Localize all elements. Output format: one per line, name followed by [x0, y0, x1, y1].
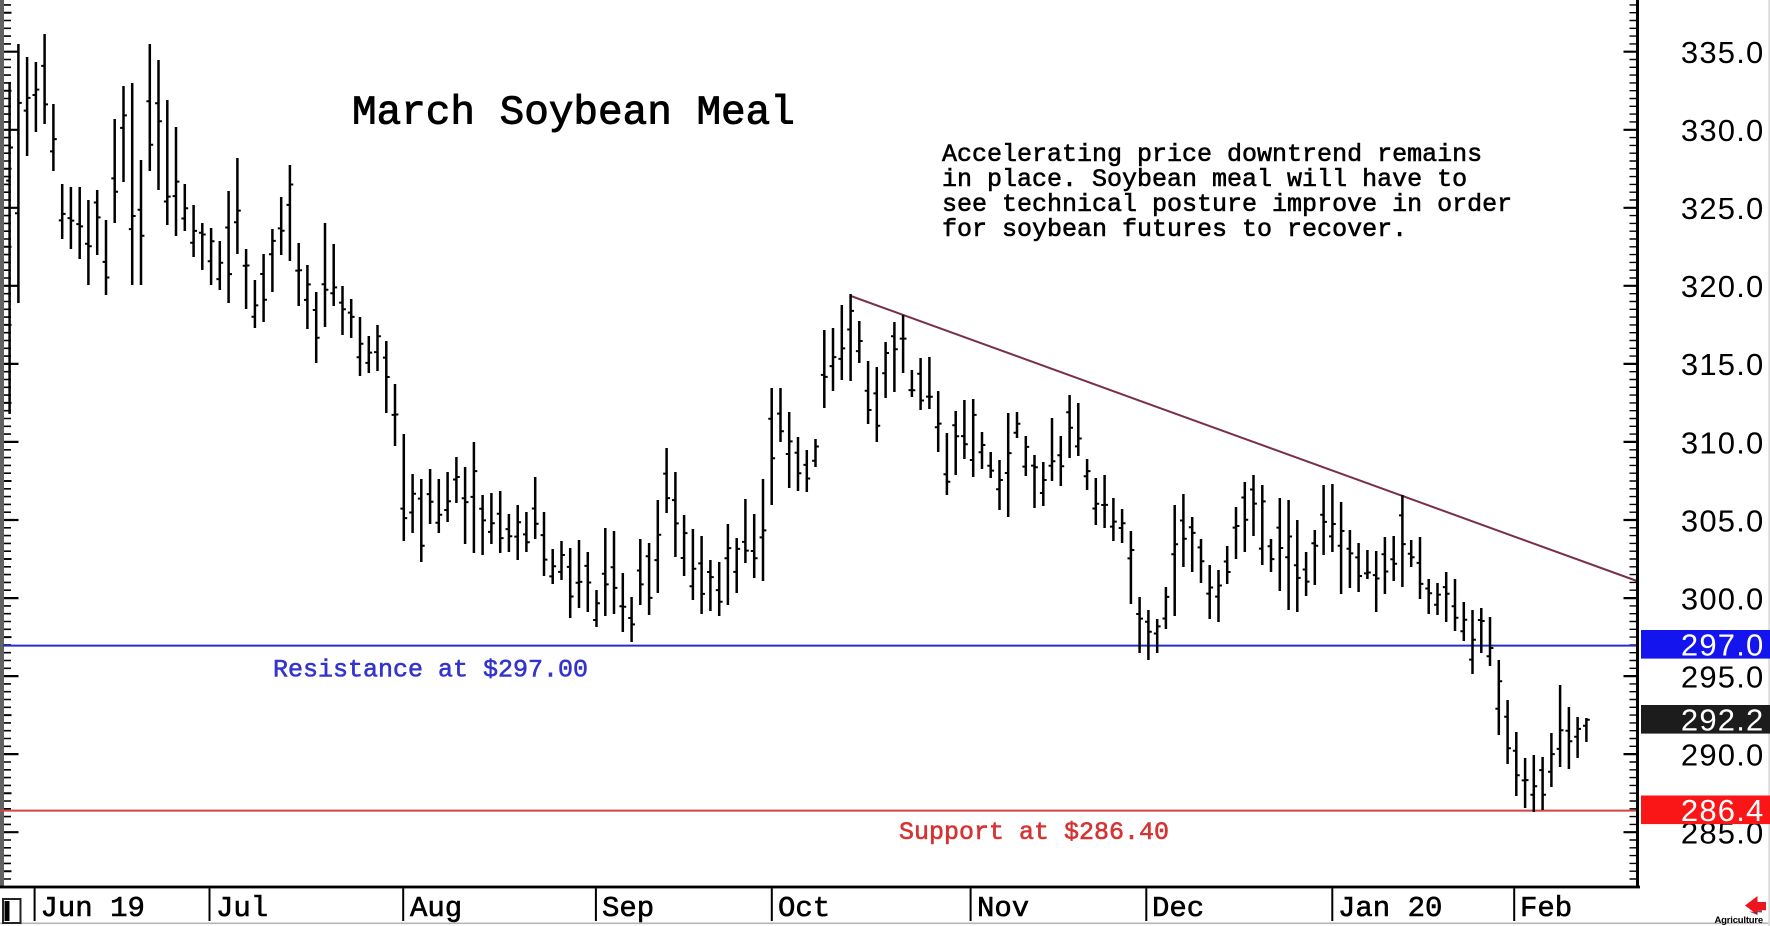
svg-text:295.0: 295.0: [1681, 659, 1765, 694]
svg-text:Oct: Oct: [778, 892, 830, 925]
svg-text:325.0: 325.0: [1681, 191, 1765, 226]
svg-text:Nov: Nov: [977, 892, 1029, 925]
svg-text:292.2: 292.2: [1681, 703, 1765, 738]
svg-text:310.0: 310.0: [1681, 425, 1765, 460]
svg-text:Agriculture: Agriculture: [1715, 915, 1763, 926]
svg-text:300.0: 300.0: [1681, 581, 1765, 616]
svg-text:305.0: 305.0: [1681, 503, 1765, 538]
svg-text:see technical posture improve: see technical posture improve in order: [942, 190, 1512, 219]
svg-text:Feb: Feb: [1520, 892, 1572, 925]
svg-text:290.0: 290.0: [1681, 737, 1765, 772]
svg-text:315.0: 315.0: [1681, 347, 1765, 382]
svg-text:Resistance at $297.00: Resistance at $297.00: [273, 656, 588, 685]
svg-text:335.0: 335.0: [1681, 35, 1765, 70]
svg-text:Jan 20: Jan 20: [1338, 892, 1442, 925]
svg-text:Accelerating price downtrend r: Accelerating price downtrend remains: [942, 140, 1482, 169]
svg-text:for soybean futures to recover: for soybean futures to recover.: [942, 215, 1407, 244]
svg-text:Jul: Jul: [216, 892, 268, 925]
svg-text:286.4: 286.4: [1681, 793, 1765, 828]
svg-text:Aug: Aug: [410, 892, 462, 925]
svg-text:Sep: Sep: [602, 892, 654, 925]
svg-text:320.0: 320.0: [1681, 269, 1765, 304]
svg-text:330.0: 330.0: [1681, 113, 1765, 148]
svg-text:Support at $286.40: Support at $286.40: [899, 818, 1169, 847]
svg-text:in place. Soybean meal will ha: in place. Soybean meal will have to: [942, 165, 1467, 194]
svg-text:297.0: 297.0: [1681, 628, 1765, 663]
svg-text:March Soybean Meal: March Soybean Meal: [352, 91, 795, 137]
svg-text:Dec: Dec: [1152, 892, 1204, 925]
svg-text:Jun 19: Jun 19: [41, 892, 145, 925]
